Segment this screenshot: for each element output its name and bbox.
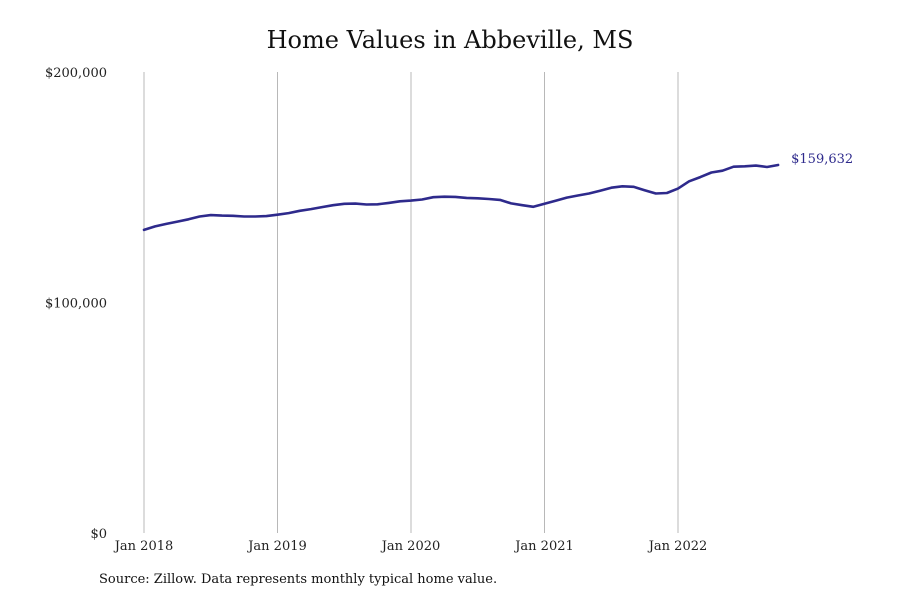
last-value-label: $159,632	[791, 152, 853, 167]
x-tick-label: Jan 2022	[647, 539, 708, 554]
y-tick-labels: $0 $100,000 $200,000	[45, 66, 107, 542]
grid-lines	[143, 72, 679, 533]
series-layer	[142, 163, 780, 232]
series-line-0	[142, 163, 780, 232]
chart-title: Home Values in Abbeville, MS	[266, 26, 634, 54]
y-tick-label: $200,000	[45, 66, 107, 81]
x-tick-labels: Jan 2018 Jan 2019 Jan 2020 Jan 2021 Jan 2022	[113, 539, 708, 554]
y-tick-label: $100,000	[45, 297, 107, 312]
data-labels: $159,632	[791, 152, 853, 167]
x-tick-label: Jan 2021	[513, 539, 574, 554]
x-tick-label: Jan 2019	[246, 539, 307, 554]
x-tick-label: Jan 2018	[113, 539, 174, 554]
y-tick-label: $0	[90, 527, 107, 542]
source-note: Source: Zillow. Data represents monthly …	[99, 572, 498, 587]
x-tick-label: Jan 2020	[380, 539, 441, 554]
